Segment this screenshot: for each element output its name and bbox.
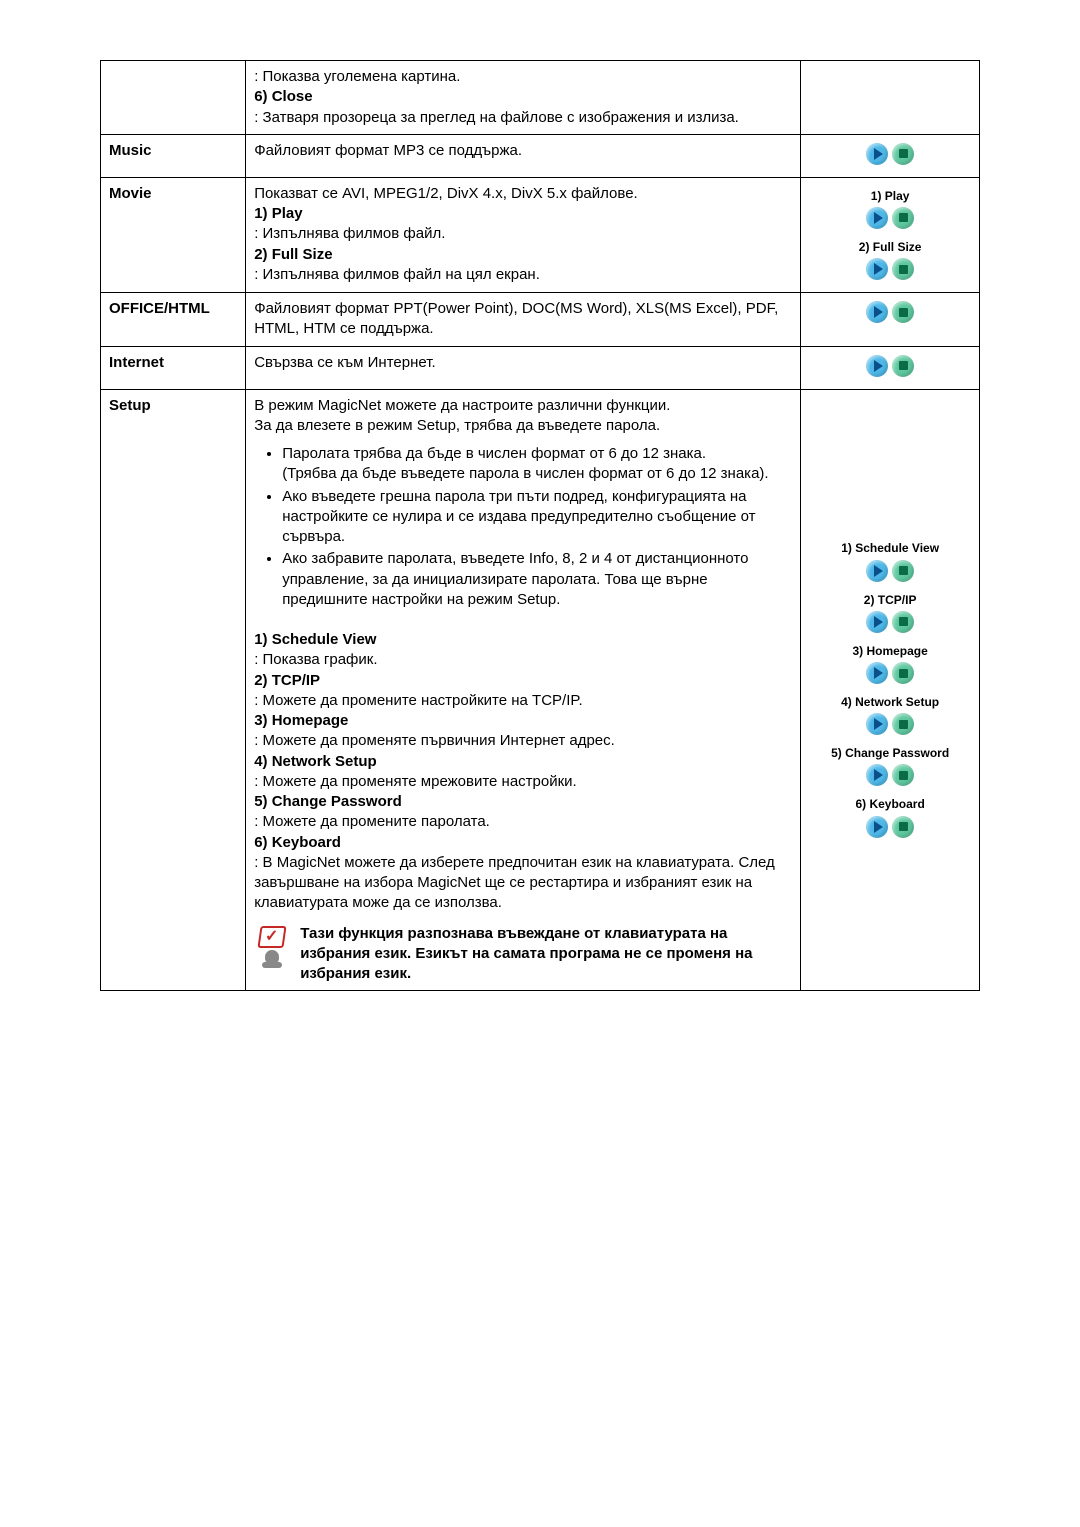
stop-icon [892,713,914,735]
setup-bullet-3: Ако забравите паролата, въведете Info, 8… [282,549,792,610]
play-icon [866,713,888,735]
stop-icon [892,560,914,582]
stop-icon [892,764,914,786]
internet-label: Internet [101,346,246,389]
play-icon [866,816,888,838]
setup-icon1-label: 1) Schedule View [809,540,971,556]
play-icon [866,143,888,165]
movie-intro: Показват се AVI, MPEG1/2, DivX 4.x, DivX… [254,185,638,202]
setup-s5-desc: : Можете да промените паролата. [254,813,490,830]
setup-icon5-label: 5) Change Password [809,745,971,761]
setup-bullet-2: Ако въведете грешна парола три пъти подр… [282,487,792,548]
movie-fullsize-label: 2) Full Size [254,246,332,263]
setup-bullet-1b: (Трябва да бъде въведете парола в числен… [282,465,768,482]
play-icon [866,560,888,582]
music-desc: Файловият формат MP3 се поддържа. [246,134,801,177]
office-label: OFFICE/HTML [101,293,246,347]
setup-s4-label: 4) Network Setup [254,753,377,770]
office-desc: Файловият формат PPT(Power Point), DOC(M… [246,293,801,347]
movie-play-icons [866,207,914,229]
setup-s2-desc: : Можете да промените настройките на TCP… [254,692,582,709]
row-internet: Internet Свързва се към Интернет. [101,346,980,389]
movie-fullsize-desc: : Изпълнява филмов файл на цял екран. [254,266,540,283]
stop-icon [892,611,914,633]
movie-label: Movie [101,177,246,292]
play-icon [866,207,888,229]
stop-icon [892,207,914,229]
stop-icon [892,143,914,165]
setup-intro2: За да влезете в режим Setup, трябва да в… [254,417,660,434]
setup-icon2-label: 2) TCP/IP [809,592,971,608]
play-icon [866,258,888,280]
play-icon [866,611,888,633]
setup-note-text: Тази функция разпознава въвеждане от кла… [300,924,792,985]
movie-icon2-label: 2) Full Size [809,239,971,255]
movie-icon1-label: 1) Play [809,188,971,204]
music-icons [866,143,914,165]
movie-fullsize-icons [866,258,914,280]
note-icon [254,924,290,964]
stop-icon [892,355,914,377]
play-icon [866,764,888,786]
setup-s4-desc: : Можете да променяте мрежовите настройк… [254,773,577,790]
setup-s5-label: 5) Change Password [254,793,402,810]
close-desc: : Затваря прозореца за преглед на файлов… [254,109,739,126]
row-office: OFFICE/HTML Файловият формат PPT(Power P… [101,293,980,347]
music-label: Music [101,134,246,177]
feature-table: : Показва уголемена картина. 6) Close : … [100,60,980,991]
play-icon [866,662,888,684]
setup-intro1: В режим MagicNet можете да настроите раз… [254,397,670,414]
setup-s3-label: 3) Homepage [254,712,348,729]
setup-bullets: Паролата трябва да бъде в числен формат … [254,444,792,610]
check-badge-icon [258,926,287,948]
setup-s1-desc: : Показва график. [254,651,377,668]
setup-icon6-label: 6) Keyboard [809,796,971,812]
person-icon [265,950,279,964]
setup-s3-desc: : Можете да променяте първичния Интернет… [254,732,615,749]
setup-s2-label: 2) TCP/IP [254,672,320,689]
stop-icon [892,816,914,838]
office-icons [866,301,914,323]
movie-play-desc: : Изпълнява филмов файл. [254,225,445,242]
setup-bullet-1a: Паролата трябва да бъде в числен формат … [282,445,706,462]
setup-note-row: Тази функция разпознава въвеждане от кла… [254,924,792,985]
movie-play-label: 1) Play [254,205,302,222]
row-photo-continued: : Показва уголемена картина. 6) Close : … [101,61,980,135]
play-icon [866,355,888,377]
setup-s6-label: 6) Keyboard [254,834,341,851]
setup-label: Setup [101,389,246,991]
photo-zoom-desc: : Показва уголемена картина. [254,68,460,85]
setup-bullet-1: Паролата трябва да бъде в числен формат … [282,444,792,485]
stop-icon [892,301,914,323]
internet-icons [866,355,914,377]
setup-s1-label: 1) Schedule View [254,631,376,648]
stop-icon [892,258,914,280]
close-label: 6) Close [254,88,312,105]
setup-icon3-label: 3) Homepage [809,643,971,659]
setup-icon4-label: 4) Network Setup [809,694,971,710]
row-music: Music Файловият формат MP3 се поддържа. [101,134,980,177]
setup-s6-desc: : В MagicNet можете да изберете предпочи… [254,854,775,912]
internet-desc: Свързва се към Интернет. [246,346,801,389]
row-movie: Movie Показват се AVI, MPEG1/2, DivX 4.x… [101,177,980,292]
row-setup: Setup В режим MagicNet можете да настрои… [101,389,980,991]
stop-icon [892,662,914,684]
play-icon [866,301,888,323]
